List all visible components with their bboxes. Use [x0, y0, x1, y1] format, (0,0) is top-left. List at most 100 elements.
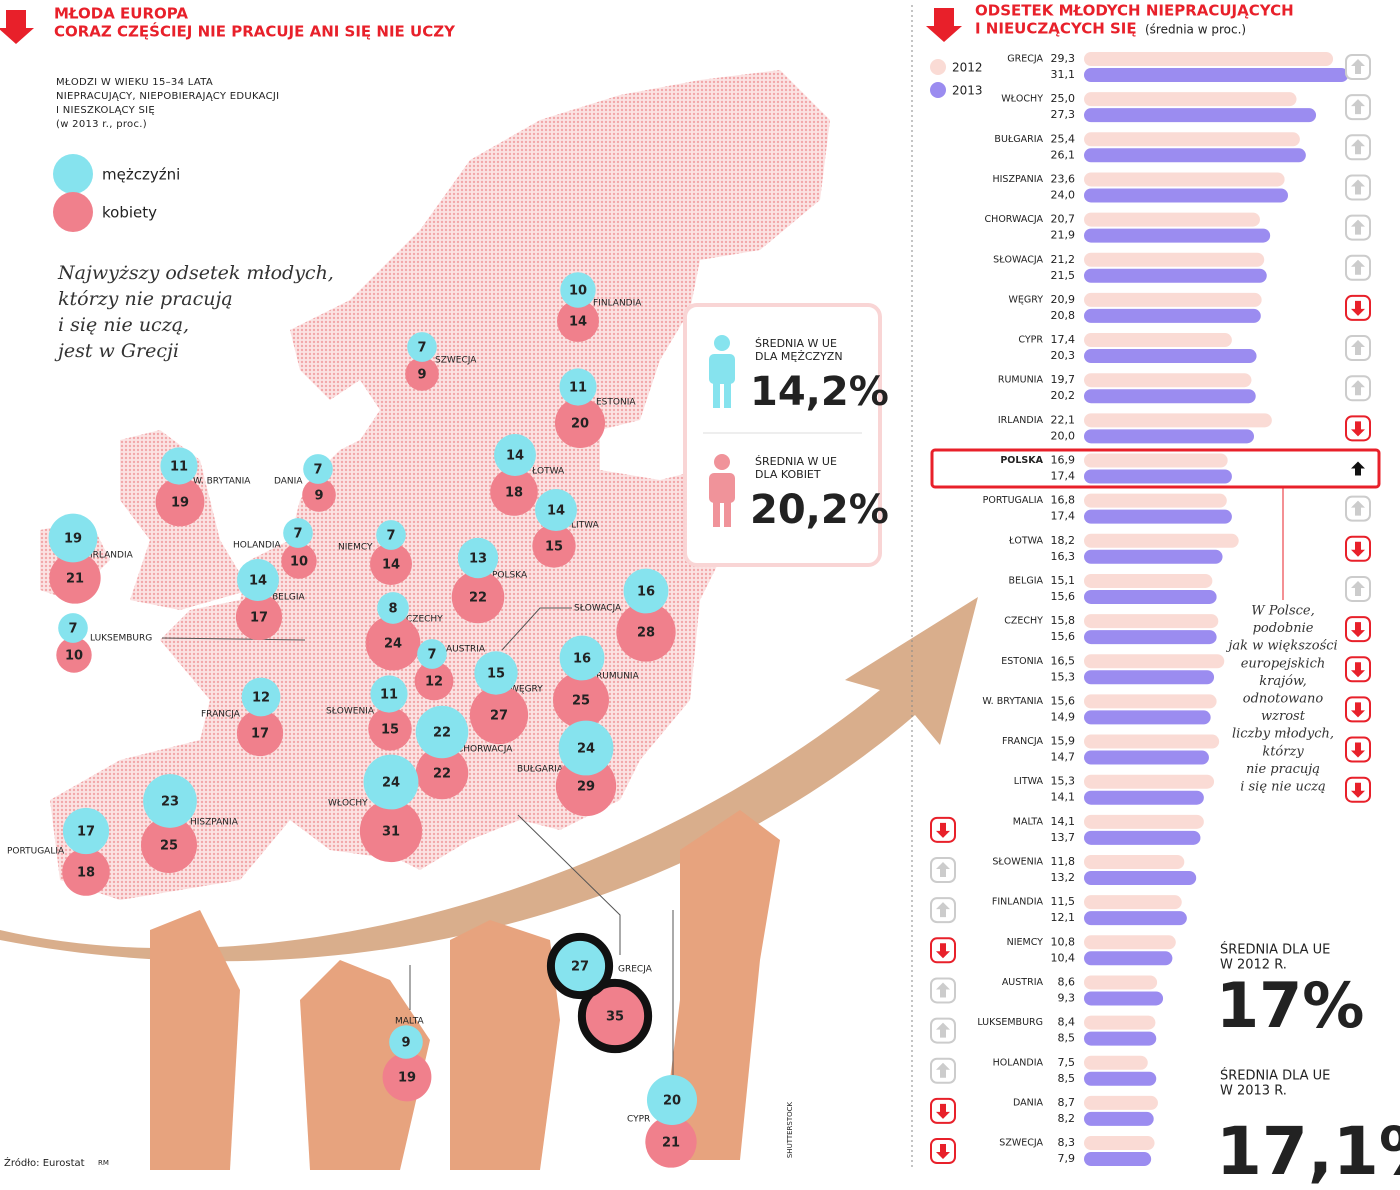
annotation-line: europejskich [1241, 656, 1326, 671]
bar [1084, 1095, 1158, 1110]
country-label: GRECJA [618, 965, 653, 975]
trend-arrow [936, 862, 950, 877]
bubble-value: 12 [252, 691, 270, 706]
value-label: 20,9 [1051, 293, 1076, 306]
bubble [237, 559, 279, 601]
bar [1084, 614, 1219, 629]
value-label: 14,1 [1051, 791, 1076, 804]
bubble-value: 17 [250, 611, 268, 626]
legend-label: kobiety [102, 204, 157, 222]
trend-arrow [936, 982, 950, 998]
bubble [553, 672, 609, 728]
trend-icon [1345, 495, 1371, 522]
bubble-value: 15 [487, 667, 505, 682]
bar [1084, 92, 1297, 107]
value-label: 7,5 [1058, 1056, 1076, 1069]
bubble [558, 720, 614, 776]
value-label: 15,1 [1051, 574, 1076, 587]
bubble-value: 20 [663, 1094, 681, 1109]
bar [1084, 935, 1176, 950]
value-label: 8,6 [1058, 975, 1076, 988]
bubble [645, 1116, 697, 1168]
bar [1084, 589, 1217, 604]
trend-icon [930, 897, 956, 924]
value-label: 20,0 [1051, 429, 1076, 442]
trend-icon [1345, 415, 1371, 442]
country-label: NIEMCY [338, 543, 373, 553]
average-label: ŚREDNIA DLA UE [1220, 942, 1330, 958]
bar [1084, 469, 1232, 484]
trend-icon [1345, 776, 1371, 803]
bubble-value: 24 [577, 742, 595, 757]
value-label: 24,0 [1051, 188, 1076, 201]
country-label: AUSTRIA [446, 645, 486, 655]
legend-swatch [53, 192, 93, 232]
category-label: WŁOCHY [1001, 94, 1043, 105]
bubble-value: 31 [382, 825, 400, 840]
trend-icon [930, 857, 956, 883]
trend-arrow [1351, 259, 1365, 275]
trend-arrow [1351, 662, 1365, 678]
title-line: ODSETEK MŁODYCH NIEPRACUJĄCYCH [975, 2, 1294, 20]
bubble-value: 27 [571, 960, 589, 975]
value-label: 31,1 [1051, 68, 1076, 81]
country-label: BELGIA [272, 593, 306, 603]
annotation-line: W Polsce, [1251, 604, 1314, 619]
trend-icon [930, 816, 956, 843]
woman-icon [709, 454, 735, 527]
subtitle-line: NIEPRACUJĄCY, NIEPOBIERAJĄCY EDUKACJI [56, 91, 279, 102]
trend-icon [930, 937, 956, 964]
average-label: DLA MĘŻCZYZN [755, 350, 843, 363]
bubble [160, 447, 198, 485]
bubble [368, 707, 412, 751]
bubble [559, 635, 605, 681]
trend-icon [930, 1057, 956, 1084]
bubble-value: 14 [569, 315, 587, 330]
bar [1084, 268, 1267, 283]
bubble [417, 639, 447, 669]
category-label: FRANCJA [1002, 736, 1044, 747]
value-label: 16,8 [1051, 494, 1076, 507]
value-label: 21,2 [1051, 253, 1076, 266]
average-value: 20,2% [750, 487, 889, 533]
value-label: 22,1 [1051, 413, 1076, 426]
leader-lines [161, 607, 674, 1078]
category-label: BUŁGARIA [994, 134, 1043, 145]
annotation-line: krajów, [1259, 674, 1306, 689]
annotation-line: i się nie uczą [1240, 780, 1326, 795]
bubble-value: 15 [545, 540, 563, 555]
annotation-line: którzy [1262, 744, 1304, 759]
bubble-value: 18 [77, 866, 95, 881]
bubble-value: 27 [490, 709, 508, 724]
bar [1084, 630, 1217, 645]
bubble [56, 637, 92, 673]
country-label: HOLANDIA [233, 541, 282, 551]
bar [1084, 212, 1260, 227]
bubble [560, 272, 596, 308]
average-label: DLA KOBIET [755, 468, 821, 481]
bubble [577, 978, 653, 1054]
bar [1084, 132, 1300, 147]
value-label: 9,3 [1058, 991, 1076, 1004]
value-label: 8,5 [1058, 1032, 1076, 1045]
bar [1084, 188, 1288, 203]
bar [1084, 389, 1256, 404]
bubble [236, 709, 284, 757]
bubble-value: 22 [469, 591, 487, 606]
category-label: LUKSEMBURG [977, 1017, 1043, 1028]
bubble [554, 397, 606, 449]
country-label: LITWA [571, 521, 600, 531]
bubble-value: 18 [505, 486, 523, 501]
header-arrow-icon [0, 10, 34, 44]
value-label: 13,7 [1051, 831, 1076, 844]
average-label: W 2012 R. [1220, 958, 1287, 973]
bar [1084, 895, 1182, 910]
bubble [363, 754, 419, 810]
bubble [623, 568, 669, 614]
bubble [49, 552, 101, 604]
bubble-value: 24 [382, 776, 400, 791]
category-label: CZECHY [1004, 616, 1043, 627]
value-label: 20,3 [1051, 349, 1076, 362]
value-label: 15,8 [1051, 614, 1076, 627]
